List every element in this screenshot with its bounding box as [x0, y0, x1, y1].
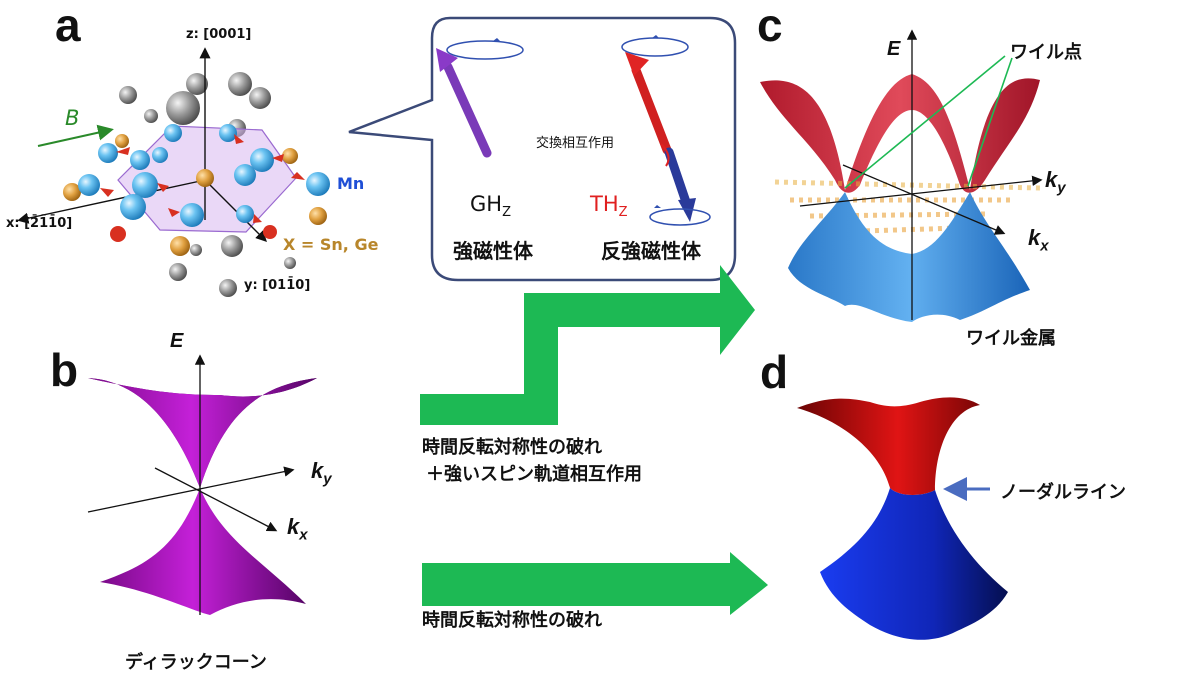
exchange-interaction-label: 交換相互作用 [536, 136, 615, 151]
th-sub: Z [618, 205, 628, 221]
z-axis-label: z: [0001] [186, 27, 252, 42]
green-arrows [420, 265, 768, 615]
weyl-ky-label: ky [1045, 167, 1066, 196]
nodal-line-plot [797, 397, 1008, 640]
dirac-kx-label: kx [287, 514, 308, 543]
field-label: B [65, 106, 80, 130]
th-label: THZ [590, 192, 628, 220]
weyl-kx-label: kx [1028, 225, 1049, 254]
dirac-ky-sub: y [323, 470, 332, 488]
ferromagnet-label: 強磁性体 [453, 239, 533, 263]
dirac-cone-caption: ディラックコーン [125, 652, 267, 673]
lower-arrow-caption: 時間反転対称性の破れ [422, 610, 602, 631]
crystal-structure-illustration [17, 47, 330, 297]
panel-letter-c: c [757, 0, 783, 51]
dirac-ky-k: k [311, 458, 324, 483]
weyl-kx-sub: x [1040, 237, 1049, 255]
nodal-line-label: ノーダルライン [1000, 482, 1126, 503]
dirac-kx-sub: x [299, 526, 308, 544]
weyl-metal-caption: ワイル金属 [966, 328, 1056, 349]
spin-callout [348, 16, 737, 282]
weyl-ky-sub: y [1057, 179, 1066, 197]
dirac-ky-label: ky [311, 458, 332, 487]
weyl-points-label: ワイル点 [1010, 42, 1082, 63]
dirac-kx-k: k [287, 514, 300, 539]
y-axis-label: y: [011̄0] [244, 278, 311, 293]
upper-arrow-caption-1: 時間反転対称性の破れ [422, 437, 602, 458]
antiferromagnet-label: 反強磁性体 [601, 239, 701, 263]
x-axis-label: x: [2̄1̄1̄0] [6, 216, 73, 231]
weyl-ky-k: k [1045, 167, 1058, 192]
berry-curvature-field [774, 179, 1041, 235]
panel-letter-a: a [55, 0, 81, 51]
th-main: TH [590, 192, 619, 216]
panel-letter-d: d [760, 346, 789, 398]
upper-arrow-caption-2: ＋強いスピン軌道相互作用 [426, 464, 642, 485]
gh-main: GH [470, 192, 503, 216]
dirac-energy-label: E [170, 330, 184, 352]
weyl-kx-k: k [1028, 225, 1041, 250]
weyl-cone-plot [760, 29, 1043, 322]
gh-sub: Z [502, 205, 511, 221]
weyl-energy-label: E [887, 38, 901, 60]
dirac-cone-plot [87, 354, 317, 615]
mn-label: Mn [337, 174, 365, 193]
gh-label: GHZ [470, 192, 511, 220]
x-element-label: X = Sn, Ge [283, 235, 379, 254]
panel-letter-b: b [50, 344, 79, 396]
